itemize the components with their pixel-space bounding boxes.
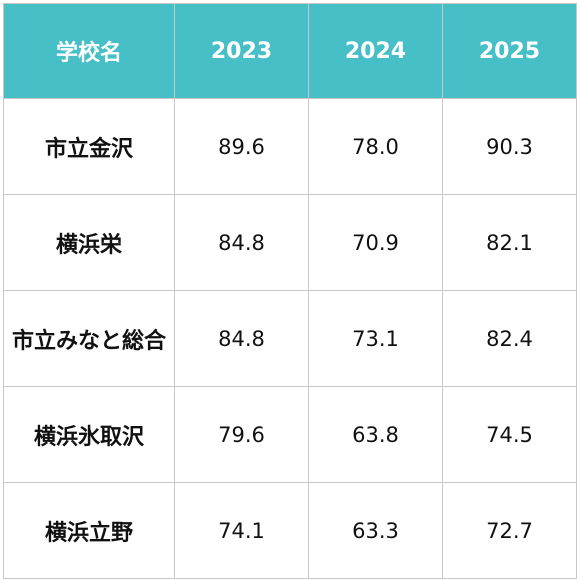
- school-name-cell: 横浜立野: [3, 482, 175, 579]
- table-header: 学校名 2023 2024 2025: [3, 3, 577, 99]
- value-cell-2023: 84.8: [174, 290, 309, 387]
- table-row: 横浜立野 74.1 63.3 72.7: [3, 482, 577, 579]
- value-cell-2024: 70.9: [308, 194, 443, 291]
- value-cell-2023: 74.1: [174, 482, 309, 579]
- header-year-2024: 2024: [308, 3, 443, 99]
- value-cell-2023: 84.8: [174, 194, 309, 291]
- score-table: 学校名 2023 2024 2025 市立金沢 89.6 78.0 90.3 横…: [3, 3, 577, 579]
- value-cell-2024: 63.8: [308, 386, 443, 483]
- school-name-cell: 横浜氷取沢: [3, 386, 175, 483]
- value-cell-2025: 74.5: [442, 386, 577, 483]
- school-name-cell: 市立みなと総合: [3, 290, 175, 387]
- value-cell-2025: 72.7: [442, 482, 577, 579]
- table-row: 横浜栄 84.8 70.9 82.1: [3, 194, 577, 291]
- school-name-cell: 市立金沢: [3, 98, 175, 195]
- table-row: 市立みなと総合 84.8 73.1 82.4: [3, 290, 577, 387]
- value-cell-2023: 79.6: [174, 386, 309, 483]
- table-row: 横浜氷取沢 79.6 63.8 74.5: [3, 386, 577, 483]
- value-cell-2024: 78.0: [308, 98, 443, 195]
- value-cell-2025: 82.1: [442, 194, 577, 291]
- value-cell-2024: 73.1: [308, 290, 443, 387]
- header-school: 学校名: [3, 3, 175, 99]
- header-year-2023: 2023: [174, 3, 309, 99]
- table-body: 市立金沢 89.6 78.0 90.3 横浜栄 84.8 70.9 82.1 市…: [3, 98, 577, 579]
- header-year-2025: 2025: [442, 3, 577, 99]
- value-cell-2023: 89.6: [174, 98, 309, 195]
- table-row: 市立金沢 89.6 78.0 90.3: [3, 98, 577, 195]
- value-cell-2024: 63.3: [308, 482, 443, 579]
- value-cell-2025: 82.4: [442, 290, 577, 387]
- value-cell-2025: 90.3: [442, 98, 577, 195]
- school-name-cell: 横浜栄: [3, 194, 175, 291]
- header-row: 学校名 2023 2024 2025: [3, 3, 577, 99]
